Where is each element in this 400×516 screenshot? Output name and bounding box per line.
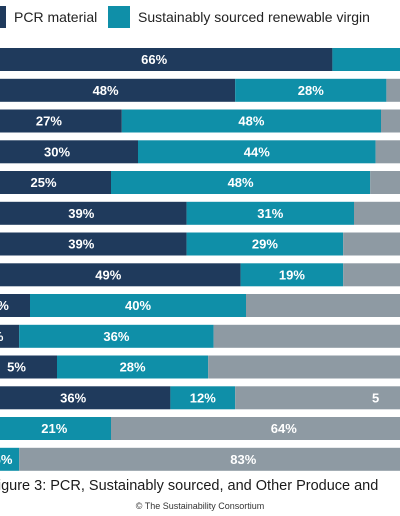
bar-label-row1-s1: 66% — [141, 52, 167, 67]
bar-segment-row12-s3 — [235, 386, 400, 410]
copyright-credit: © The Sustainability Consortium — [135, 501, 265, 511]
bar-segment-row6-s2 — [186, 201, 354, 225]
bar-segment-row14-s3 — [19, 447, 400, 471]
bar-label-row7-s2: 29% — [252, 237, 278, 252]
bar-segment-row1-s2 — [332, 48, 400, 71]
bar-segment-row11-s1 — [0, 355, 57, 379]
bar-segment-row8-s1 — [0, 263, 241, 287]
bar-label-row11-s1: 5% — [7, 360, 26, 375]
bar-segment-row7-s2 — [186, 232, 344, 256]
bar-segment-row4-s2 — [138, 140, 376, 164]
bar-segment-row10-s2 — [19, 324, 214, 348]
bar-segment-row3-s3 — [381, 109, 400, 133]
bar-label-row4-s1: 30% — [44, 144, 70, 159]
bar-label-row4-s2: 44% — [244, 144, 270, 159]
bar-label-row12-s3: 5 — [372, 390, 379, 405]
bar-segment-row5-s1 — [0, 171, 111, 194]
legend-label-renewable: Sustainably sourced renewable virgin — [138, 9, 370, 25]
legend-label-pcr: PCR material — [14, 9, 98, 25]
bar-segment-row10-s3 — [213, 324, 400, 348]
bar-label-row8-s2: 19% — [279, 267, 305, 282]
bar-segment-row11-s2 — [57, 355, 209, 379]
bar-segment-row6-s1 — [0, 201, 187, 225]
bar-label-row14-s2: 6% — [0, 452, 13, 467]
bar-segment-row2-s1 — [0, 78, 236, 102]
legend-swatch-renewable — [108, 6, 130, 28]
bar-segment-row7-s1 — [0, 232, 187, 256]
bar-segment-row4-s3 — [375, 140, 400, 164]
legend-item-renewable: Sustainably sourced renewable virgin — [108, 6, 370, 28]
stacked-bar-chart: 66% 48% 28% 27% 48% 30% 44% 25% 48% 39% 31% 39% 29% 4… — [0, 48, 400, 471]
figure-caption: Figure 3: PCR, Sustainably sourced, and … — [0, 478, 379, 494]
bar-label-row11-s2: 28% — [120, 360, 146, 375]
bar-segment-row14-s2 — [0, 447, 20, 471]
bar-label-row13-s3: 64% — [271, 421, 297, 436]
bar-label-row3-s2: 48% — [238, 114, 264, 129]
bar-label-row5-s2: 48% — [228, 175, 254, 190]
legend-item-pcr: PCR material — [0, 6, 97, 28]
bar-segment-row5-s3 — [370, 171, 400, 194]
bar-segment-row7-s3 — [343, 232, 400, 256]
bar-label-row10-s2: 36% — [103, 329, 129, 344]
bar-label-row12-s1: 36% — [60, 390, 86, 405]
bar-segment-row4-s1 — [0, 140, 138, 164]
bar-segment-row6-s3 — [354, 201, 400, 225]
bar-label-row2-s1: 48% — [93, 83, 119, 98]
bar-segment-row12-s1 — [0, 386, 171, 410]
bar-label-row6-s1: 39% — [68, 206, 94, 221]
bar-label-row14-s3: 83% — [230, 452, 256, 467]
bar-label-row9-s1: % — [0, 298, 9, 313]
bar-segment-row3-s1 — [0, 109, 122, 133]
bar-segment-row8-s3 — [343, 263, 400, 287]
bar-segment-row9-s1 — [0, 294, 30, 317]
bar-segment-row12-s2 — [170, 386, 236, 410]
bar-label-row2-s2: 28% — [298, 83, 324, 98]
bar-label-row5-s1: 25% — [30, 175, 56, 190]
chart-legend: PCR material Sustainably sourced renewab… — [0, 0, 400, 34]
bar-segment-row1-s1 — [0, 48, 333, 71]
bar-segment-row11-s3 — [208, 355, 400, 379]
bar-label-row6-s2: 31% — [257, 206, 283, 221]
bar-segment-row9-s3 — [246, 294, 400, 317]
bar-segment-row2-s2 — [235, 78, 387, 102]
bar-label-row8-s1: 49% — [95, 267, 121, 282]
bar-label-row9-s2: 40% — [125, 298, 151, 313]
bar-label-row10-s1: % — [0, 329, 4, 344]
bar-segment-row9-s2 — [30, 294, 246, 317]
bar-label-row3-s1: 27% — [36, 114, 62, 129]
bar-segment-row13-s2 — [0, 417, 112, 440]
bar-segment-row13-s3 — [111, 417, 400, 440]
bar-segment-row8-s2 — [240, 263, 344, 287]
legend-swatch-pcr — [0, 6, 6, 28]
bar-segment-row2-s3 — [386, 78, 400, 102]
bar-label-row7-s1: 39% — [68, 237, 94, 252]
bar-segment-row3-s2 — [121, 109, 382, 133]
bar-segment-row5-s2 — [111, 171, 371, 194]
bar-segment-row10-s1 — [0, 324, 20, 348]
bar-label-row13-s2: 21% — [41, 421, 67, 436]
bar-label-row12-s2: 12% — [190, 390, 216, 405]
